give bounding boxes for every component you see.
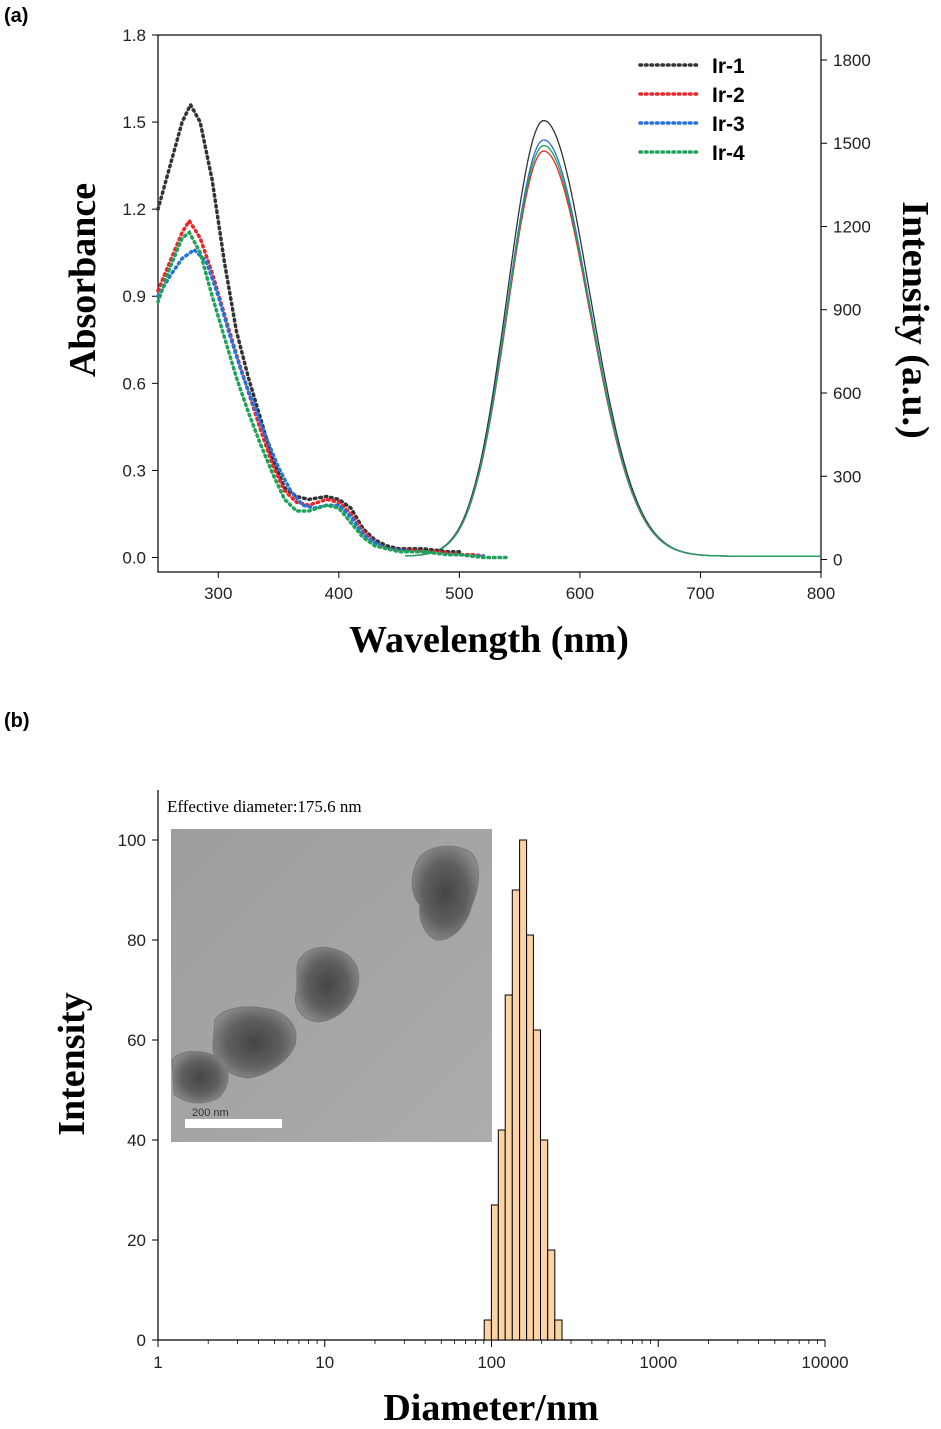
y2-tick-label: 900 — [833, 301, 861, 320]
emission-line-ir-2 — [405, 150, 820, 557]
y-tick-label: 0.9 — [122, 287, 146, 306]
x-tick-label: 10000 — [801, 1353, 848, 1372]
x-tick-label: 600 — [566, 584, 594, 603]
y2-tick-label: 1200 — [833, 217, 871, 236]
histogram-bar — [526, 934, 534, 1341]
emission-line-ir-3 — [405, 139, 820, 557]
panel-b-label: (b) — [4, 710, 30, 732]
histogram-bar — [519, 839, 528, 1341]
legend-label-ir-2: Ir-2 — [712, 84, 745, 107]
absorbance-line-ir-1 — [156, 100, 462, 554]
y-tick-label: 40 — [127, 1131, 146, 1150]
panel-a: (a) 0.0 0.3 0.6 0.9 1.2 1.5 1.8 0 300 600 900 1200… — [4, 5, 936, 661]
x-axis-title-a: Wavelength (nm) — [349, 619, 629, 661]
y-tick-label: 1.5 — [122, 113, 146, 132]
panel-b: (b) 0 20 40 60 80 100 1 10 100 1000 10000 Effecti… — [4, 710, 849, 1429]
y2-tick-label: 300 — [833, 467, 861, 486]
histogram-bar — [483, 1319, 492, 1341]
emission-line-ir-4 — [405, 144, 820, 557]
x-axis-a: 300 400 500 600 700 800 — [204, 572, 835, 603]
x-tick-label: 800 — [807, 584, 835, 603]
x-axis-title-b: Diameter/nm — [383, 1387, 598, 1429]
histogram-bar — [490, 1204, 499, 1341]
x-tick-label: 10 — [315, 1353, 334, 1372]
x-tick-label: 1000 — [639, 1353, 677, 1372]
y-axis-left-a: 0.0 0.3 0.6 0.9 1.2 1.5 1.8 — [122, 26, 158, 567]
emission-line-ir-1 — [405, 119, 820, 557]
y2-tick-label: 1800 — [833, 51, 871, 70]
y-axis-b: 0 20 40 60 80 100 — [118, 831, 158, 1350]
y-tick-label: 0.3 — [122, 461, 146, 480]
histogram-bar — [540, 1139, 549, 1341]
y2-tick-label: 0 — [833, 551, 842, 570]
absorbance-line-ir-4 — [156, 229, 510, 560]
y-axis-right-a: 0 300 600 900 1200 1500 1800 — [821, 51, 871, 570]
y-axis-title-a: Absorbance — [62, 183, 104, 377]
y-tick-label: 80 — [127, 931, 146, 950]
particle-4 — [171, 1051, 229, 1104]
scale-bar-label: 200 nm — [192, 1107, 229, 1119]
absorbance-curves — [156, 100, 510, 560]
absorbance-line-ir-3 — [156, 247, 486, 558]
y2-tick-label: 1500 — [833, 134, 871, 153]
particle-1 — [411, 845, 479, 941]
y-tick-label: 60 — [127, 1031, 146, 1050]
x-tick-label: 1 — [153, 1353, 162, 1372]
x-tick-label: 100 — [477, 1353, 505, 1372]
histogram-bar — [554, 1319, 563, 1341]
histogram-bar — [497, 1129, 506, 1341]
emission-curves — [405, 119, 820, 557]
tem-inset-image: 200 nm — [171, 829, 492, 1142]
histogram-bar — [504, 994, 513, 1341]
y-tick-label: 0.0 — [122, 548, 146, 567]
x-axis-b: 1 10 100 1000 10000 — [153, 1340, 849, 1372]
y-tick-label: 0.6 — [122, 374, 146, 393]
legend-a: Ir-1 Ir-2 Ir-3 Ir-4 — [638, 55, 745, 165]
y-tick-label: 1.8 — [122, 26, 146, 45]
y-axis-title-b: Intensity — [51, 992, 93, 1136]
legend-label-ir-4: Ir-4 — [712, 142, 745, 165]
x-tick-label: 500 — [445, 584, 473, 603]
legend-label-ir-1: Ir-1 — [712, 55, 745, 78]
histogram-bars — [483, 839, 563, 1341]
panel-a-label: (a) — [4, 5, 28, 27]
histogram-bar — [547, 1249, 556, 1341]
effective-diameter-annotation: Effective diameter:175.6 nm — [167, 797, 362, 816]
scale-bar — [185, 1119, 282, 1128]
y2-tick-label: 600 — [833, 384, 861, 403]
y-tick-label: 20 — [127, 1231, 146, 1250]
legend-label-ir-3: Ir-3 — [712, 113, 745, 136]
histogram-bar — [532, 1029, 542, 1341]
y-tick-label: 0 — [137, 1331, 146, 1350]
y2-axis-title-a: Intensity (a.u.) — [894, 201, 936, 439]
histogram-bar — [511, 889, 520, 1341]
x-tick-label: 300 — [204, 584, 232, 603]
x-tick-label: 400 — [325, 584, 353, 603]
y-tick-label: 1.2 — [122, 200, 146, 219]
particle-2 — [295, 946, 360, 1023]
x-tick-label: 700 — [686, 584, 714, 603]
y-tick-label: 100 — [118, 831, 146, 850]
